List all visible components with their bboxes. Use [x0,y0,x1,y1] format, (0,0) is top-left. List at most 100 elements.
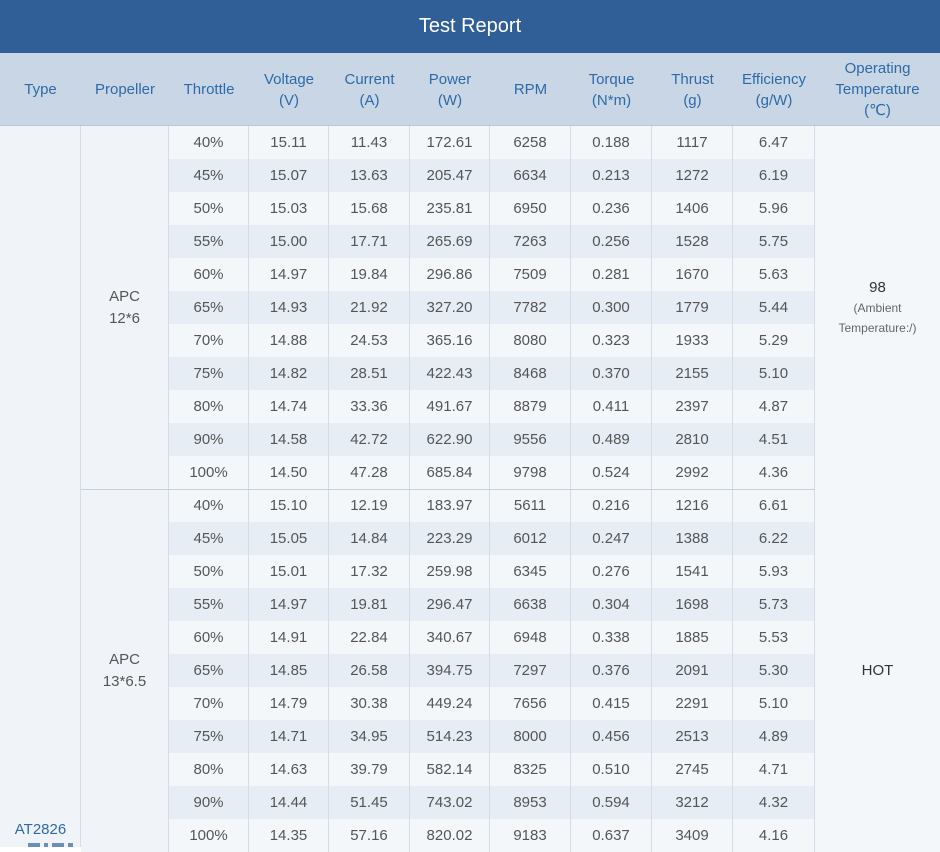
cell-throttle: 70% [169,687,249,720]
cell-current: 13.63 [329,159,410,192]
cell-torque: 0.415 [571,687,652,720]
cell-torque: 0.338 [571,621,652,654]
propeller-text: APC [109,650,140,668]
cell-current: 17.32 [329,555,410,588]
cell-current: 51.45 [329,786,410,819]
cell-efficiency: 5.73 [733,588,815,621]
header-voltage: Voltage (V) [249,53,329,126]
cell-current: 24.53 [329,324,410,357]
cell-torque: 0.510 [571,753,652,786]
propeller-cell: APC 13*6.5 [81,489,169,852]
cell-thrust: 1670 [652,258,733,291]
cell-voltage: 14.91 [249,621,329,654]
cell-thrust: 3409 [652,819,733,852]
cell-current: 33.36 [329,390,410,423]
cell-throttle: 45% [169,159,249,192]
header-text: (W) [437,91,463,109]
cell-current: 30.38 [329,687,410,720]
cell-power: 365.16 [410,324,490,357]
cell-thrust: 1933 [652,324,733,357]
cell-voltage: 14.82 [249,357,329,390]
cell-voltage: 14.74 [249,390,329,423]
table-row: 80% 14.63 39.79 582.14 8325 0.510 2745 4.71 [169,753,815,786]
header-text: Temperature [835,81,920,98]
cell-thrust: 2091 [652,654,733,687]
cell-power: 422.43 [410,357,490,390]
table-row: 100% 14.50 47.28 685.84 9798 0.524 2992 4.36 [169,456,815,489]
cell-power: 514.23 [410,720,490,753]
cell-current: 22.84 [329,621,410,654]
cell-throttle: 50% [169,192,249,225]
cell-torque: 0.323 [571,324,652,357]
header-type: Type [0,53,81,126]
cell-current: 21.92 [329,291,410,324]
cell-rpm: 6634 [490,159,571,192]
cell-thrust: 1216 [652,489,733,522]
cell-voltage: 14.58 [249,423,329,456]
header-text: Current [344,70,395,88]
cell-current: 15.68 [329,192,410,225]
cell-power: 622.90 [410,423,490,456]
cell-throttle: 100% [169,456,249,489]
table-header: Type Propeller Throttle Voltage (V) Current (A… [0,53,940,126]
cell-thrust: 2291 [652,687,733,720]
cell-throttle: 70% [169,324,249,357]
cell-voltage: 14.79 [249,687,329,720]
temperature-cell: 98 (Ambient Temperature:/) [815,126,940,489]
cell-thrust: 2155 [652,357,733,390]
table-row: 65% 14.93 21.92 327.20 7782 0.300 1779 5.44 [169,291,815,324]
cell-efficiency: 4.87 [733,390,815,423]
cell-rpm: 9556 [490,423,571,456]
cell-power: 491.67 [410,390,490,423]
cell-power: 685.84 [410,456,490,489]
cell-throttle: 45% [169,522,249,555]
cell-efficiency: 5.63 [733,258,815,291]
cell-current: 14.84 [329,522,410,555]
cell-current: 42.72 [329,423,410,456]
cell-voltage: 14.88 [249,324,329,357]
cell-efficiency: 4.36 [733,456,815,489]
cell-efficiency: 4.16 [733,819,815,852]
cell-power: 296.86 [410,258,490,291]
cell-efficiency: 4.32 [733,786,815,819]
cell-torque: 0.524 [571,456,652,489]
table-row: 45% 15.05 14.84 223.29 6012 0.247 1388 6.22 [169,522,815,555]
cell-power: 327.20 [410,291,490,324]
cell-voltage: 15.01 [249,555,329,588]
header-operating-temperature: Operating Temperature (℃) [815,53,940,126]
cell-rpm: 9183 [490,819,571,852]
cell-thrust: 2513 [652,720,733,753]
temperature-note: Temperature:/) [838,320,917,335]
cell-torque: 0.376 [571,654,652,687]
cell-current: 17.71 [329,225,410,258]
cell-thrust: 2810 [652,423,733,456]
header-propeller: Propeller [81,53,169,126]
cell-rpm: 5611 [490,489,571,522]
cell-rpm: 8325 [490,753,571,786]
cell-thrust: 1885 [652,621,733,654]
cell-throttle: 80% [169,390,249,423]
cell-efficiency: 5.53 [733,621,815,654]
cell-power: 394.75 [410,654,490,687]
cell-rpm: 7509 [490,258,571,291]
cell-rpm: 9798 [490,456,571,489]
table-row: 70% 14.79 30.38 449.24 7656 0.415 2291 5.10 [169,687,815,720]
cell-throttle: 60% [169,258,249,291]
cell-power: 235.81 [410,192,490,225]
table-row: 60% 14.91 22.84 340.67 6948 0.338 1885 5.53 [169,621,815,654]
cell-current: 57.16 [329,819,410,852]
cell-voltage: 15.03 [249,192,329,225]
cell-efficiency: 6.22 [733,522,815,555]
header-text: Power [428,70,472,88]
temperature-cell: HOT [815,489,940,852]
cell-throttle: 75% [169,720,249,753]
cell-throttle: 80% [169,753,249,786]
cell-current: 39.79 [329,753,410,786]
cell-torque: 0.370 [571,357,652,390]
cell-power: 183.97 [410,489,490,522]
header-text: Throttle [183,81,235,98]
cell-voltage: 14.35 [249,819,329,852]
temperature-note: (Ambient [853,300,902,315]
cell-rpm: 6258 [490,126,571,159]
header-text: Voltage [263,70,315,88]
